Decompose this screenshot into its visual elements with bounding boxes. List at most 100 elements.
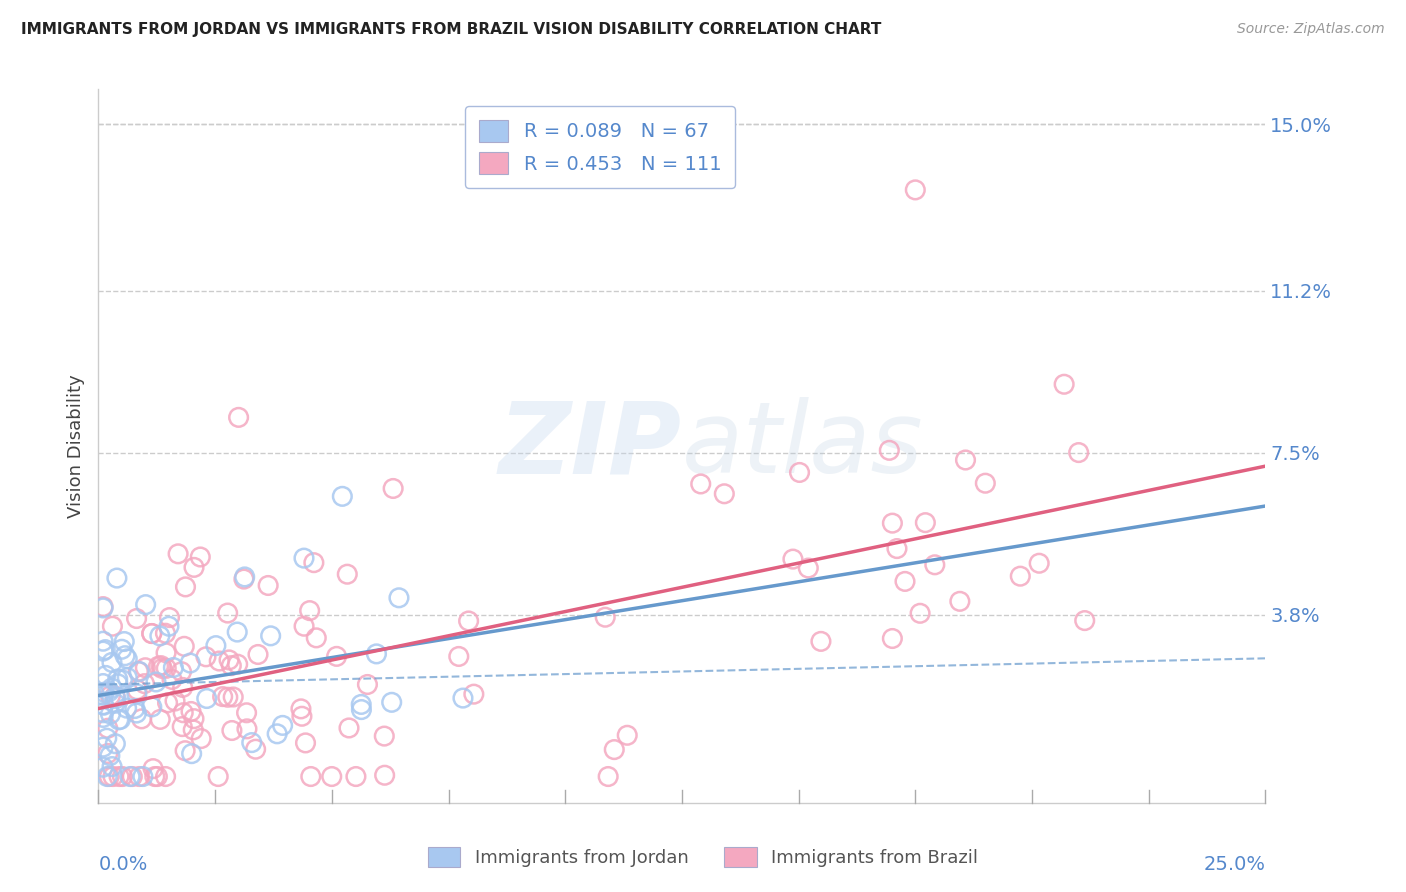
- Point: [155, 661, 177, 675]
- Point: [955, 453, 977, 467]
- Point: [149, 629, 172, 643]
- Point: [240, 736, 263, 750]
- Point: [127, 665, 149, 679]
- Text: Source: ZipAtlas.com: Source: ZipAtlas.com: [1237, 22, 1385, 37]
- Point: [156, 696, 179, 710]
- Point: [221, 723, 243, 738]
- Point: [180, 747, 202, 761]
- Point: [388, 591, 411, 605]
- Point: [94, 642, 117, 657]
- Point: [257, 578, 280, 592]
- Point: [150, 661, 173, 675]
- Point: [1067, 445, 1090, 459]
- Point: [98, 748, 121, 763]
- Point: [879, 443, 901, 458]
- Point: [173, 640, 195, 654]
- Point: [98, 684, 121, 698]
- Point: [115, 652, 138, 666]
- Point: [142, 762, 165, 776]
- Point: [174, 580, 197, 594]
- Point: [894, 574, 917, 589]
- Text: IMMIGRANTS FROM JORDAN VS IMMIGRANTS FROM BRAZIL VISION DISABILITY CORRELATION C: IMMIGRANTS FROM JORDAN VS IMMIGRANTS FRO…: [21, 22, 882, 37]
- Point: [299, 770, 322, 784]
- Point: [789, 466, 811, 480]
- Point: [101, 656, 124, 670]
- Point: [593, 610, 616, 624]
- Point: [107, 713, 129, 727]
- Point: [143, 770, 166, 784]
- Point: [91, 688, 114, 702]
- Point: [713, 487, 735, 501]
- Point: [463, 687, 485, 701]
- Point: [598, 770, 620, 784]
- Point: [128, 665, 150, 679]
- Text: 0.0%: 0.0%: [98, 855, 148, 874]
- Point: [298, 604, 321, 618]
- Point: [155, 770, 177, 784]
- Point: [134, 676, 156, 690]
- Point: [211, 690, 233, 704]
- Point: [159, 610, 181, 624]
- Point: [218, 653, 240, 667]
- Point: [232, 572, 254, 586]
- Point: [616, 728, 638, 742]
- Point: [167, 547, 190, 561]
- Point: [810, 634, 832, 648]
- Point: [91, 760, 114, 774]
- Point: [1010, 569, 1032, 583]
- Point: [96, 770, 118, 784]
- Point: [91, 601, 114, 615]
- Point: [1073, 614, 1095, 628]
- Point: [145, 675, 167, 690]
- Point: [174, 744, 197, 758]
- Point: [183, 712, 205, 726]
- Point: [689, 477, 711, 491]
- Point: [91, 634, 114, 648]
- Point: [179, 656, 201, 670]
- Point: [226, 625, 249, 640]
- Point: [132, 770, 155, 784]
- Point: [172, 706, 194, 720]
- Text: ZIP: ZIP: [499, 398, 682, 494]
- Point: [908, 607, 931, 621]
- Point: [91, 740, 114, 755]
- Point: [101, 759, 124, 773]
- Point: [91, 676, 114, 690]
- Point: [148, 659, 170, 673]
- Point: [350, 702, 373, 716]
- Point: [135, 598, 157, 612]
- Point: [93, 685, 115, 699]
- Point: [111, 770, 134, 784]
- Point: [141, 626, 163, 640]
- Point: [100, 681, 122, 696]
- Point: [160, 673, 183, 687]
- Point: [904, 183, 927, 197]
- Point: [266, 727, 288, 741]
- Point: [233, 570, 256, 584]
- Point: [104, 737, 127, 751]
- Point: [292, 551, 315, 566]
- Point: [91, 644, 114, 658]
- Point: [302, 556, 325, 570]
- Point: [125, 682, 148, 697]
- Point: [134, 661, 156, 675]
- Legend: R = 0.089   N = 67, R = 0.453   N = 111: R = 0.089 N = 67, R = 0.453 N = 111: [465, 106, 735, 188]
- Point: [97, 721, 120, 735]
- Point: [94, 668, 117, 682]
- Point: [290, 702, 312, 716]
- Point: [914, 516, 936, 530]
- Point: [217, 690, 239, 705]
- Point: [149, 712, 172, 726]
- Point: [105, 571, 128, 585]
- Point: [337, 721, 360, 735]
- Point: [141, 700, 163, 714]
- Point: [107, 672, 129, 686]
- Point: [162, 660, 184, 674]
- Point: [188, 549, 211, 564]
- Point: [93, 698, 115, 713]
- Point: [112, 634, 135, 648]
- Point: [163, 694, 186, 708]
- Point: [292, 619, 315, 633]
- Point: [366, 647, 388, 661]
- Point: [131, 712, 153, 726]
